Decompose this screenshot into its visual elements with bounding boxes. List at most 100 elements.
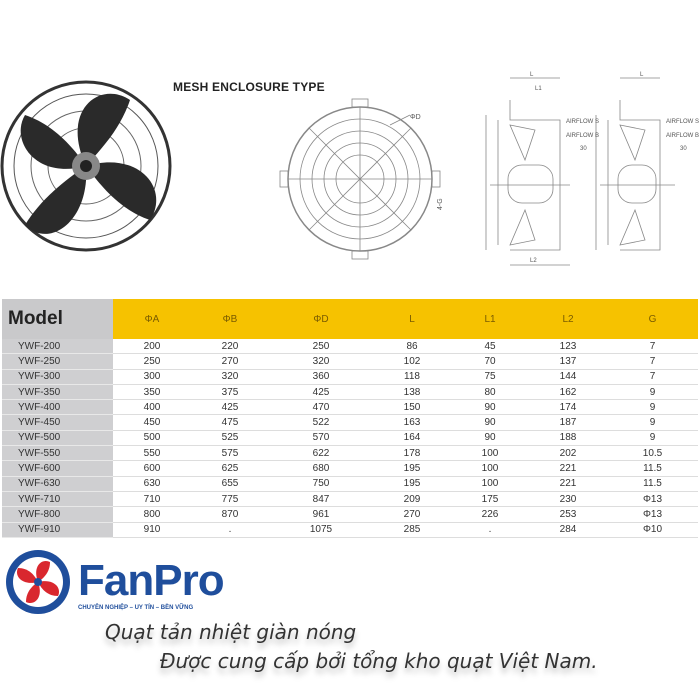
fan-icon xyxy=(6,550,70,614)
column-header: Model xyxy=(2,299,113,339)
model-cell: YWF-400 xyxy=(2,399,113,416)
table-row: YWF-500 500 525 570 164 90 188 9 xyxy=(2,430,698,447)
value-cell: 400 xyxy=(113,399,191,416)
value-cell: 100 xyxy=(451,445,529,462)
model-cell: YWF-710 xyxy=(2,491,113,508)
table-row: YWF-400 400 425 470 150 90 174 9 xyxy=(2,399,698,416)
value-cell: 7 xyxy=(607,339,698,355)
table-row: YWF-250 250 270 320 102 70 137 7 xyxy=(2,353,698,370)
table-row: YWF-910 910. 1075 285. 284 Φ10 xyxy=(2,522,698,538)
brand-tagline: CHUYÊN NGHIỆP – UY TÍN – BỀN VỮNG xyxy=(78,605,194,611)
value-cell: 163 xyxy=(373,414,451,431)
value-cell: 575 xyxy=(191,445,269,462)
column-header: L1 xyxy=(451,299,529,339)
value-cell: 123 xyxy=(529,339,607,355)
value-cell: 86 xyxy=(373,339,451,355)
value-cell: 9 xyxy=(607,384,698,401)
value-cell: 710 xyxy=(113,491,191,508)
value-cell: 200 xyxy=(113,339,191,355)
value-cell: 284 xyxy=(529,522,607,538)
caption-line-2: Được cung cấp bởi tổng kho quạt Việt Nam… xyxy=(160,649,598,673)
value-cell: 550 xyxy=(113,445,191,462)
value-cell: 7 xyxy=(607,369,698,385)
model-cell: YWF-200 xyxy=(2,339,113,355)
model-cell: YWF-500 xyxy=(2,430,113,447)
value-cell: 100 xyxy=(451,476,529,492)
column-header: ΦB xyxy=(191,299,269,339)
value-cell: 221 xyxy=(529,476,607,492)
value-cell: 45 xyxy=(451,339,529,355)
value-cell: 655 xyxy=(191,476,269,492)
value-cell: 164 xyxy=(373,430,451,447)
label-l1: L1 xyxy=(535,86,542,92)
value-cell: 90 xyxy=(451,414,529,431)
value-cell: 9 xyxy=(607,414,698,431)
value-cell: 270 xyxy=(191,353,269,370)
value-cell: 195 xyxy=(373,460,451,477)
label-l2: L2 xyxy=(530,258,537,264)
value-cell: 202 xyxy=(529,445,607,462)
caption-line-1: Quạt tản nhiệt giàn nóng xyxy=(105,620,357,644)
table-row: YWF-600 600 625 680 195 100 221 11.5 xyxy=(2,460,698,477)
label-4g: 4-G xyxy=(437,198,444,210)
value-cell: 320 xyxy=(191,369,269,385)
value-cell: 144 xyxy=(529,369,607,385)
label-airflow-b-2: AIRFLOW B xyxy=(666,133,699,139)
label-airflow-b: AIRFLOW B xyxy=(566,133,599,139)
value-cell: 570 xyxy=(269,430,373,447)
model-cell: YWF-910 xyxy=(2,522,113,538)
value-cell: 680 xyxy=(269,460,373,477)
value-cell: 320 xyxy=(269,353,373,370)
label-30-2: 30 xyxy=(680,146,687,152)
label-airflow-s-2: AIRFLOW S xyxy=(666,119,699,125)
column-header: ΦD xyxy=(269,299,373,339)
value-cell: 1075 xyxy=(269,522,373,538)
value-cell: 118 xyxy=(373,369,451,385)
value-cell: 226 xyxy=(451,506,529,523)
value-cell: 209 xyxy=(373,491,451,508)
table-row: YWF-710 710 775 847 209 175 230 Φ13 xyxy=(2,491,698,508)
value-cell: 625 xyxy=(191,460,269,477)
value-cell: 470 xyxy=(269,399,373,416)
value-cell: 250 xyxy=(113,353,191,370)
value-cell: 150 xyxy=(373,399,451,416)
column-header: L2 xyxy=(529,299,607,339)
table-row: YWF-450 450 475 522 163 90 187 9 xyxy=(2,414,698,431)
value-cell: 910 xyxy=(113,522,191,538)
model-cell: YWF-630 xyxy=(2,476,113,492)
value-cell: 525 xyxy=(191,430,269,447)
value-cell: 847 xyxy=(269,491,373,508)
table-row: YWF-630 630 655 750 195 100 221 11.5 xyxy=(2,476,698,492)
column-header: G xyxy=(607,299,698,339)
diagram-title: MESH ENCLOSURE TYPE xyxy=(173,80,325,94)
value-cell: 90 xyxy=(451,430,529,447)
label-airflow-s: AIRFLOW S xyxy=(566,119,599,125)
value-cell: 425 xyxy=(269,384,373,401)
value-cell: 195 xyxy=(373,476,451,492)
value-cell: 90 xyxy=(451,399,529,416)
label-phi-d: ΦD xyxy=(410,114,421,121)
value-cell: 138 xyxy=(373,384,451,401)
value-cell: 250 xyxy=(269,339,373,355)
value-cell: 360 xyxy=(269,369,373,385)
value-cell: 187 xyxy=(529,414,607,431)
value-cell: 162 xyxy=(529,384,607,401)
value-cell: 75 xyxy=(451,369,529,385)
value-cell: 600 xyxy=(113,460,191,477)
value-cell: Φ13 xyxy=(607,491,698,508)
value-cell: 102 xyxy=(373,353,451,370)
value-cell: 253 xyxy=(529,506,607,523)
value-cell: 425 xyxy=(191,399,269,416)
value-cell: 10.5 xyxy=(607,445,698,462)
value-cell: 9 xyxy=(607,430,698,447)
value-cell: 622 xyxy=(269,445,373,462)
value-cell: 178 xyxy=(373,445,451,462)
value-cell: 80 xyxy=(451,384,529,401)
fan-photo xyxy=(0,80,172,252)
value-cell: 961 xyxy=(269,506,373,523)
model-cell: YWF-550 xyxy=(2,445,113,462)
table-row: YWF-350 350 375 425 138 80 162 9 xyxy=(2,384,698,401)
value-cell: 11.5 xyxy=(607,476,698,492)
table-row: YWF-200 200 220 250 86 45 123 7 xyxy=(2,339,698,355)
spec-table: Model ΦA ΦB ΦD L L1 L2 G YWF-200 200 220 250 86 45 12… xyxy=(2,299,698,538)
